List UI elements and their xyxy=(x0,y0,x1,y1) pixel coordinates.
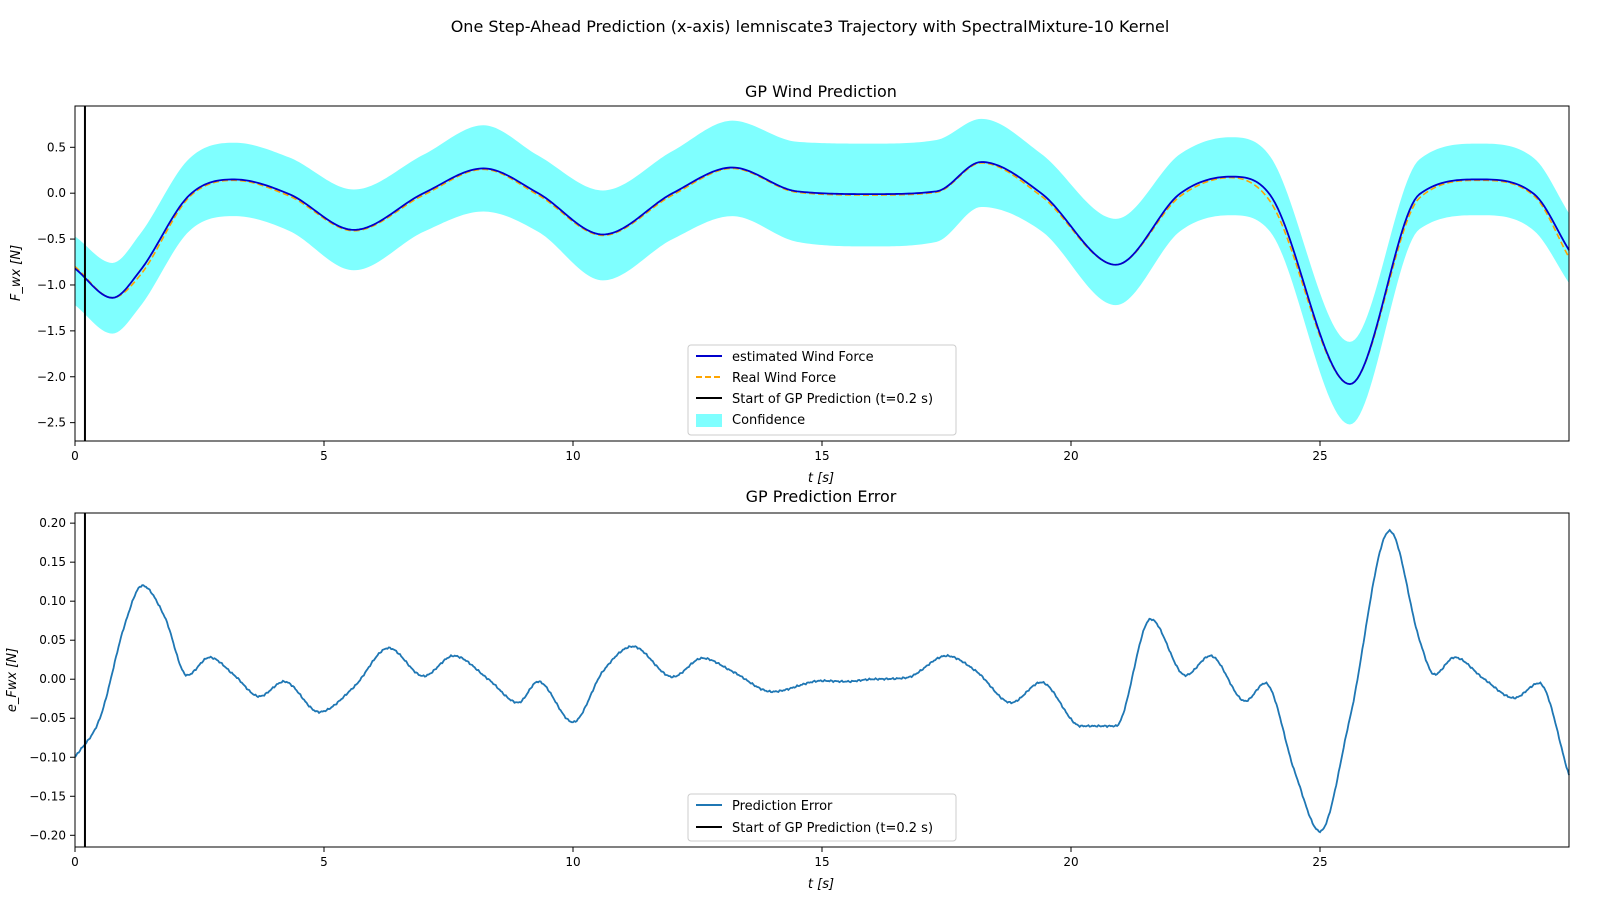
x-tick-label: 15 xyxy=(814,449,829,463)
confidence-band xyxy=(75,118,1569,425)
x-tick-label: 0 xyxy=(71,449,79,463)
wind-prediction-frame xyxy=(74,105,1570,442)
wind-legend-box xyxy=(687,344,957,436)
x-tick-label: 10 xyxy=(565,855,580,869)
x-tick-label: 5 xyxy=(320,449,328,463)
error-x-axis-label: t [s] xyxy=(808,877,834,892)
error-legend: Prediction Error Start of GP Prediction … xyxy=(687,793,957,842)
prediction-error-axes: GP Prediction Error 0 5 10 15 20 25 −0.20 −0.1… xyxy=(5,487,1570,892)
x-tick-label: 10 xyxy=(565,449,580,463)
error-legend-box xyxy=(687,793,957,842)
wind-prediction-title: GP Wind Prediction xyxy=(745,82,897,101)
wind-y-ticks: −2.5 −2.0 −1.5 −1.0 −0.5 0.0 0.5 xyxy=(37,140,75,430)
x-tick-label: 15 xyxy=(814,855,829,869)
legend-label-real: Real Wind Force xyxy=(732,371,836,386)
legend-label-start-bottom: Start of GP Prediction (t=0.2 s) xyxy=(732,821,933,836)
y-tick-label: −2.5 xyxy=(37,416,66,430)
y-tick-label: −1.0 xyxy=(37,278,66,292)
prediction-error-title: GP Prediction Error xyxy=(746,487,897,506)
y-tick-label: 0.05 xyxy=(39,633,66,647)
wind-legend: estimated Wind Force Real Wind Force Sta… xyxy=(687,344,957,436)
wind-prediction-axes: GP Wind Prediction 0 5 10 15 20 25 −2.5 −2.0 −1… xyxy=(9,82,1570,486)
y-tick-label: 0.5 xyxy=(47,140,66,154)
x-tick-label: 0 xyxy=(71,855,79,869)
prediction-error-line xyxy=(74,528,1570,834)
wind-x-axis-label: t [s] xyxy=(808,471,834,486)
wind-x-ticks: 0 5 10 15 20 25 xyxy=(71,441,1328,463)
x-tick-label: 25 xyxy=(1312,449,1327,463)
error-y-ticks: −0.20 −0.15 −0.10 −0.05 0.00 0.05 0.10 0.15 0.20 xyxy=(29,516,75,842)
y-tick-label: 0.0 xyxy=(47,186,66,200)
y-tick-label: −0.15 xyxy=(29,789,66,803)
wind-force-lines xyxy=(74,161,1570,386)
y-tick-label: 0.20 xyxy=(39,516,66,530)
y-tick-label: −1.5 xyxy=(37,324,66,338)
legend-label-confidence: Confidence xyxy=(732,413,805,428)
wind-y-axis-label: F_wx [N] xyxy=(9,245,24,301)
error-x-ticks: 0 5 10 15 20 25 xyxy=(71,847,1328,869)
confidence-area xyxy=(75,118,1569,425)
y-tick-label: 0.00 xyxy=(39,672,66,686)
x-tick-label: 20 xyxy=(1063,855,1078,869)
error-line xyxy=(74,528,1570,834)
y-tick-label: 0.15 xyxy=(39,555,66,569)
x-tick-label: 25 xyxy=(1312,855,1327,869)
y-tick-label: −0.10 xyxy=(29,750,66,764)
estimated-wind-force-line xyxy=(74,161,1570,386)
x-tick-label: 20 xyxy=(1063,449,1078,463)
legend-label-start: Start of GP Prediction (t=0.2 s) xyxy=(732,392,933,407)
legend-label-estimated: estimated Wind Force xyxy=(732,350,874,365)
y-tick-label: −0.5 xyxy=(37,232,66,246)
legend-swatch-confidence xyxy=(696,414,722,427)
prediction-error-frame xyxy=(74,512,1570,848)
figure-suptitle: One Step-Ahead Prediction (x-axis) lemni… xyxy=(451,17,1170,36)
y-tick-label: −0.20 xyxy=(29,828,66,842)
y-tick-label: 0.10 xyxy=(39,594,66,608)
y-tick-label: −2.0 xyxy=(37,370,66,384)
legend-label-error: Prediction Error xyxy=(732,799,833,814)
x-tick-label: 5 xyxy=(320,855,328,869)
error-y-axis-label: e_Fwx [N] xyxy=(5,648,20,712)
y-tick-label: −0.05 xyxy=(29,711,66,725)
